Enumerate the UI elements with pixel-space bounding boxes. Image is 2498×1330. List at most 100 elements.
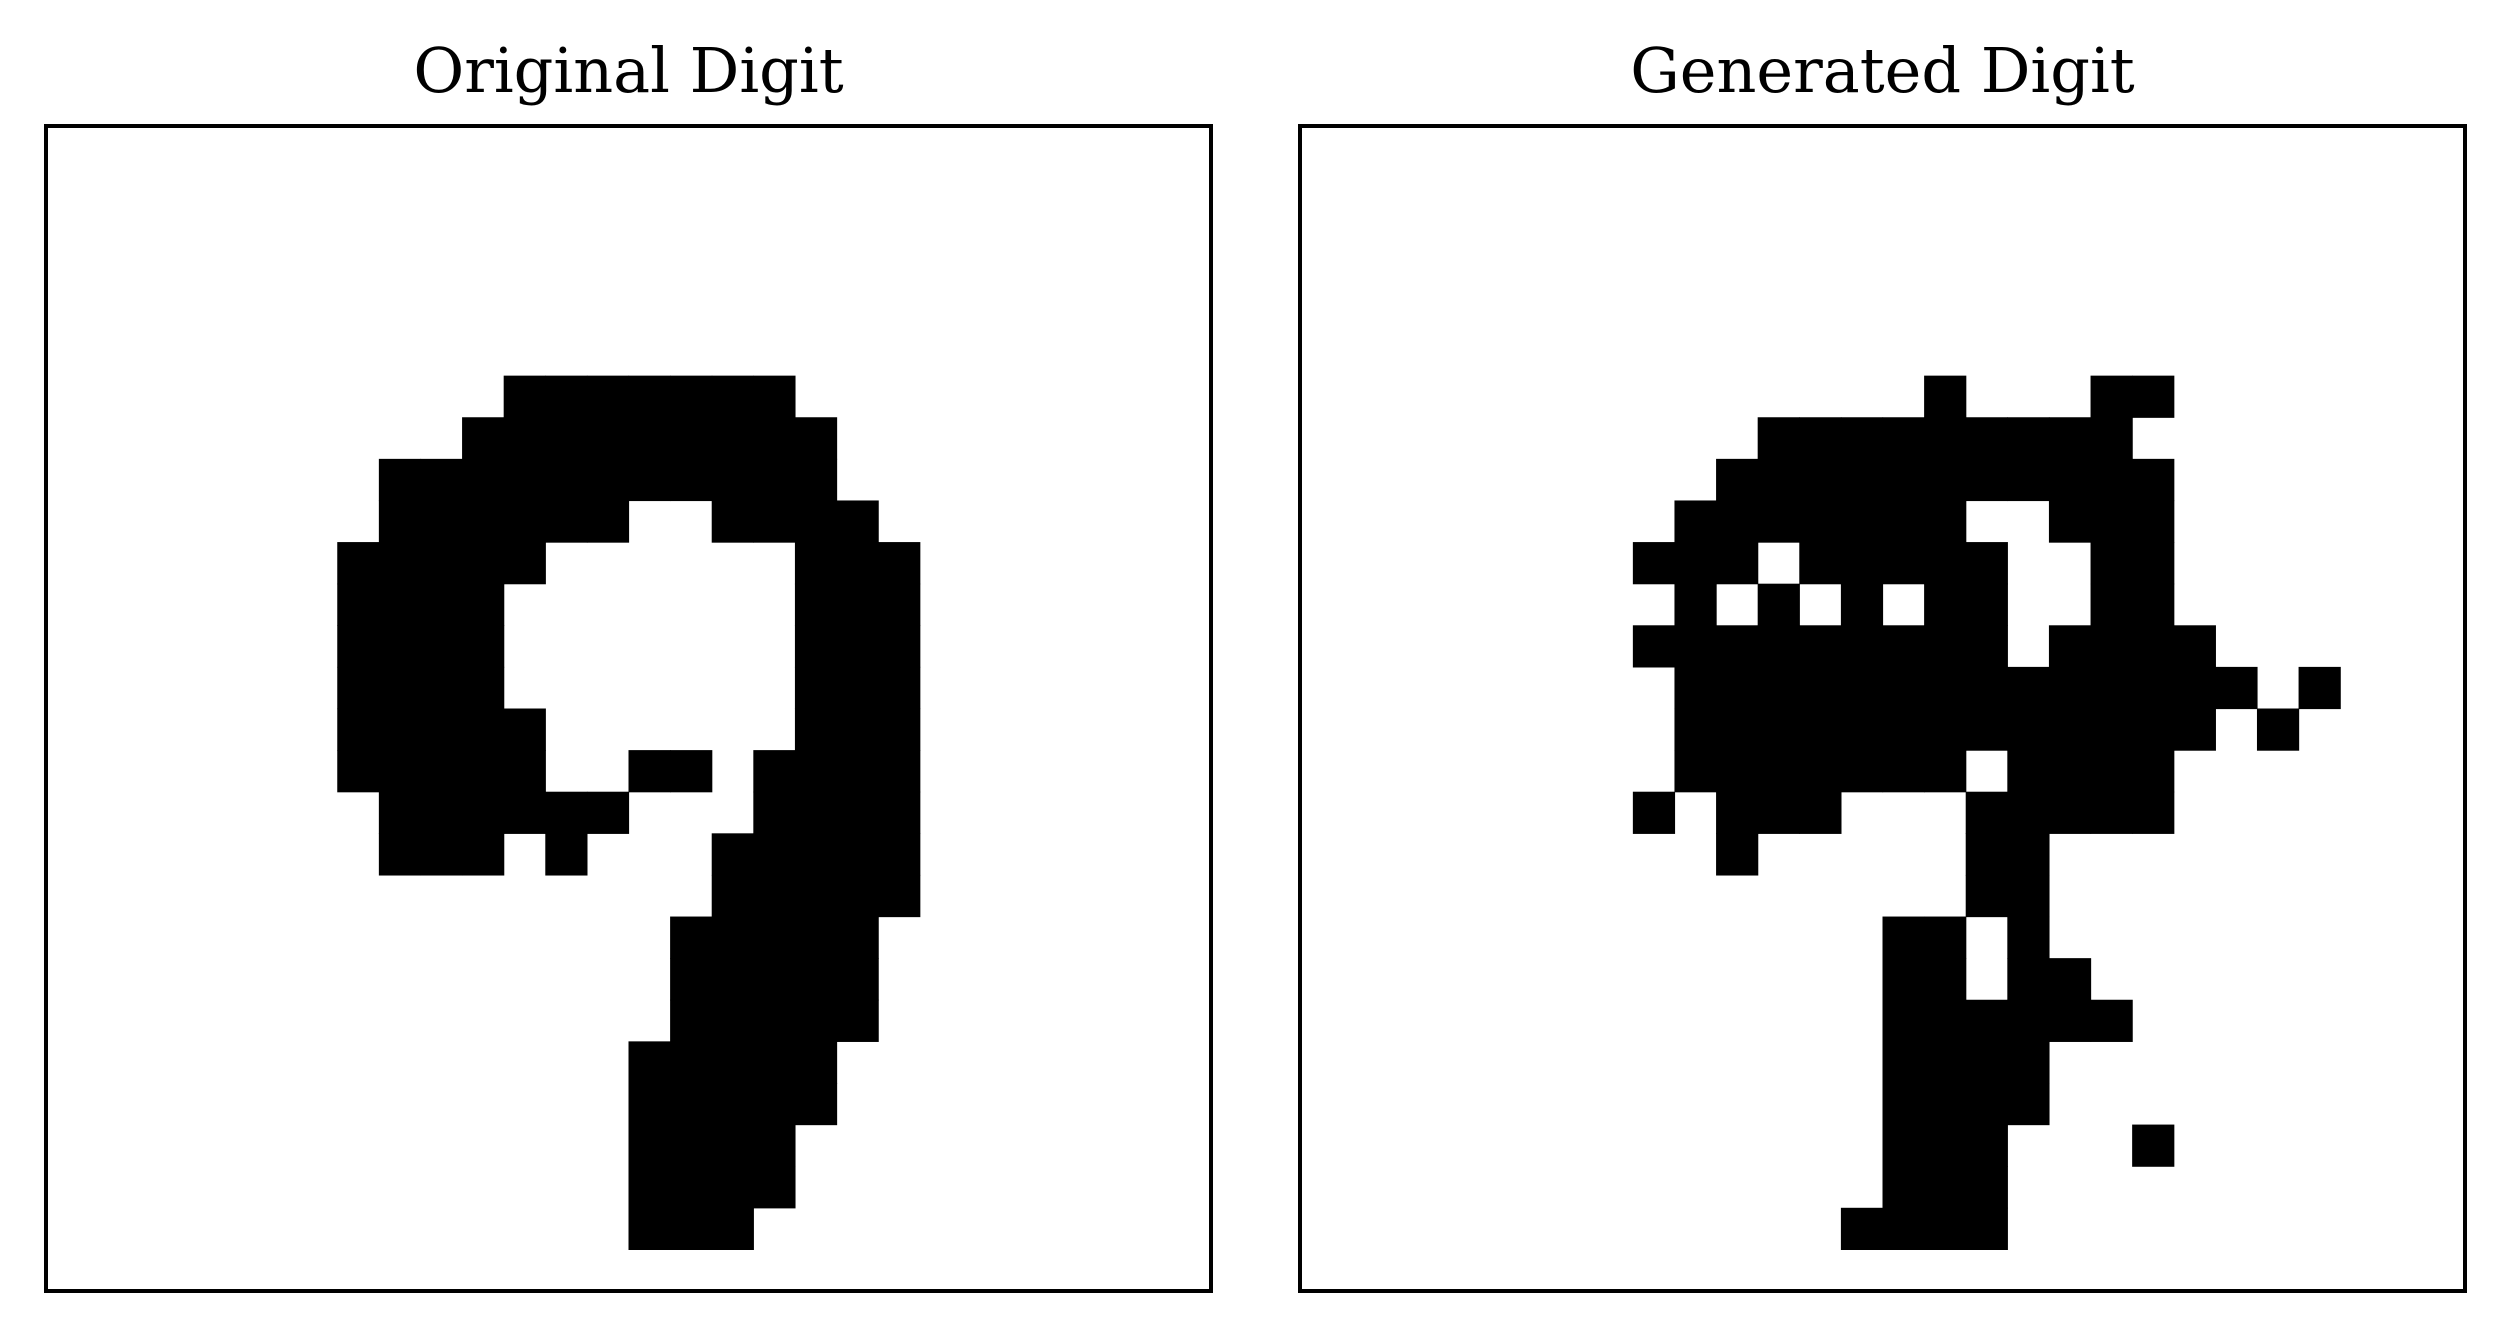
pixel [1757,500,1800,543]
pixel [1924,958,1967,1001]
pixel [753,750,796,793]
pixel [836,916,879,959]
pixel [586,458,630,502]
pixel [670,1124,713,1167]
pixel [1882,1124,1925,1167]
pixel [753,1124,796,1167]
pixel [753,417,796,460]
pixel [836,500,879,543]
pixel [420,458,463,502]
pixel [711,417,754,460]
pixel [503,542,546,585]
pixel [1716,625,1759,668]
pixel [1840,708,1884,751]
pixel [670,999,713,1042]
pixel [2007,791,2050,834]
pixel [628,1124,671,1167]
pixel [1965,833,2008,876]
pixel [2132,458,2175,502]
pixel [753,458,796,502]
pixel [1924,583,1967,626]
pixel [1882,916,1925,959]
pixel [2090,458,2133,502]
pixel [1757,666,1800,710]
pixel [420,791,463,834]
pixel [711,1166,754,1209]
pixel [420,542,463,585]
pixel [794,583,838,626]
panel-frame [1298,124,2467,1293]
pixel [1757,458,1800,502]
pixel [878,542,921,585]
pixel [1757,708,1800,751]
pixel [462,791,505,834]
pixel [2132,583,2175,626]
pixel [2173,666,2216,710]
pixel [1757,417,1800,460]
pixel [1924,1082,1967,1126]
pixel [2215,666,2258,710]
pixel [1965,625,2008,668]
pixel [2132,375,2175,418]
pixel [711,999,754,1042]
pixel [1632,791,1676,834]
pixel [1632,625,1676,668]
pixel [378,833,422,876]
pixel [1965,1041,2008,1084]
pixel [711,500,754,543]
pixel [1716,500,1759,543]
pixel [378,791,422,834]
pixel [462,833,505,876]
pixel [337,542,380,585]
pixel [878,874,921,918]
pixel [2048,417,2092,460]
pixel [711,375,754,418]
pixel [1882,750,1925,793]
pixel [1716,791,1759,834]
pixel [670,750,713,793]
pixel [670,417,713,460]
pixel [420,500,463,543]
pixel [1965,458,2008,502]
pixel [1840,1207,1884,1250]
pixel [1799,666,1842,710]
pixel [1882,458,1925,502]
pixel [1757,625,1800,668]
pixel [628,750,671,793]
pixel [462,458,505,502]
original-digit-image [44,124,1213,1293]
pixel [1965,708,2008,751]
pixel [2090,417,2133,460]
pixel [2007,708,2050,751]
pixel [878,625,921,668]
pixel [1840,625,1884,668]
pixel [1924,375,1967,418]
pixel [2007,666,2050,710]
pixel [337,750,380,793]
pixel [503,458,546,502]
pixel [2132,750,2175,793]
pixel [794,666,838,710]
pixel [2007,1041,2050,1084]
pixel [1924,708,1967,751]
pixel [1716,458,1759,502]
pixel [2256,708,2300,751]
pixel [2007,750,2050,793]
pixel [337,708,380,751]
pixel [711,1207,754,1250]
pixel [462,500,505,543]
pixel [503,791,546,834]
pixel [1757,583,1800,626]
pixel [378,583,422,626]
pixel [1882,708,1925,751]
pixel [420,750,463,793]
pixel [1840,542,1884,585]
pixel [1924,1041,1967,1084]
pixel [1840,458,1884,502]
pixel [462,666,505,710]
pixel [1799,708,1842,751]
pixel [1882,1207,1925,1250]
pixel [2048,999,2092,1042]
pixel [794,916,838,959]
pixel [1674,542,1717,585]
